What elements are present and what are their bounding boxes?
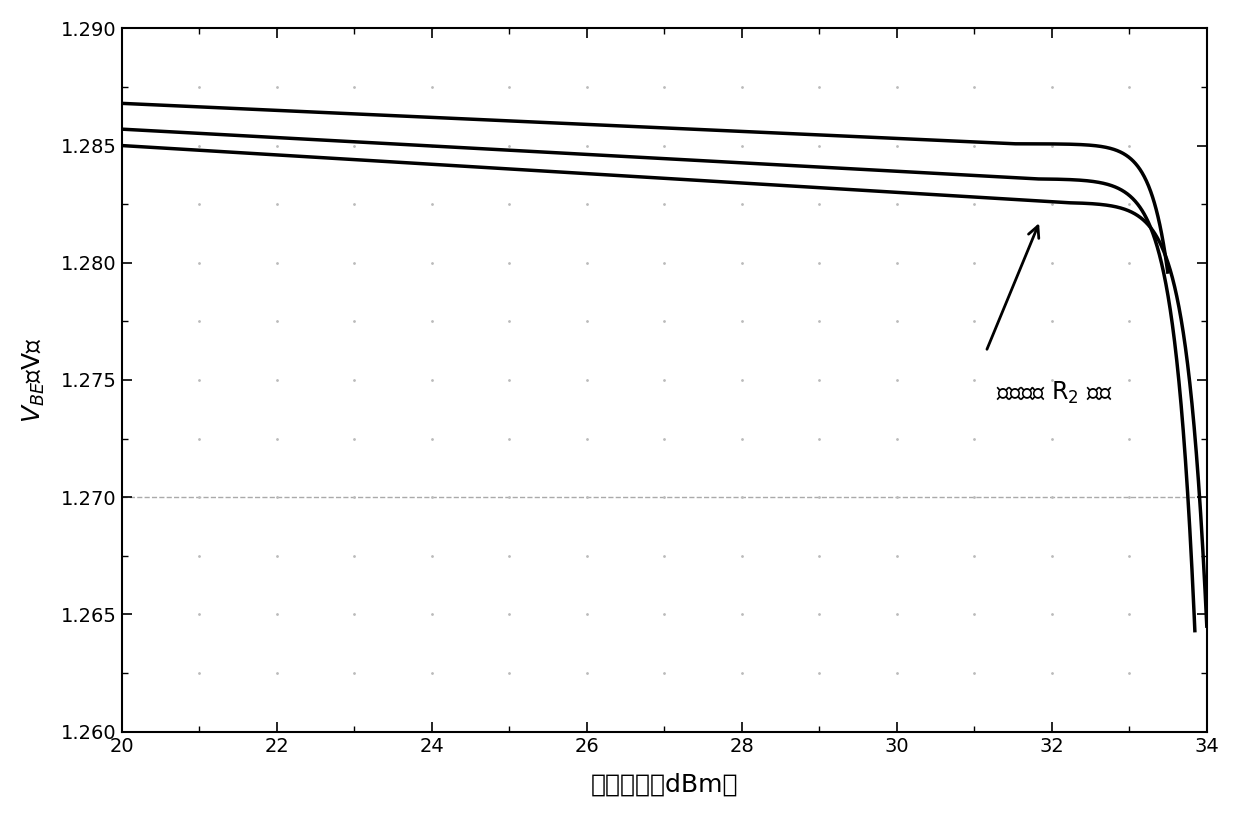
Text: 镇流电阻 R$_2$ 增大: 镇流电阻 R$_2$ 增大 <box>996 380 1112 406</box>
Y-axis label: $V_{BE}$（V）: $V_{BE}$（V） <box>21 337 47 422</box>
X-axis label: 输出功率（dBm）: 输出功率（dBm） <box>590 772 738 797</box>
